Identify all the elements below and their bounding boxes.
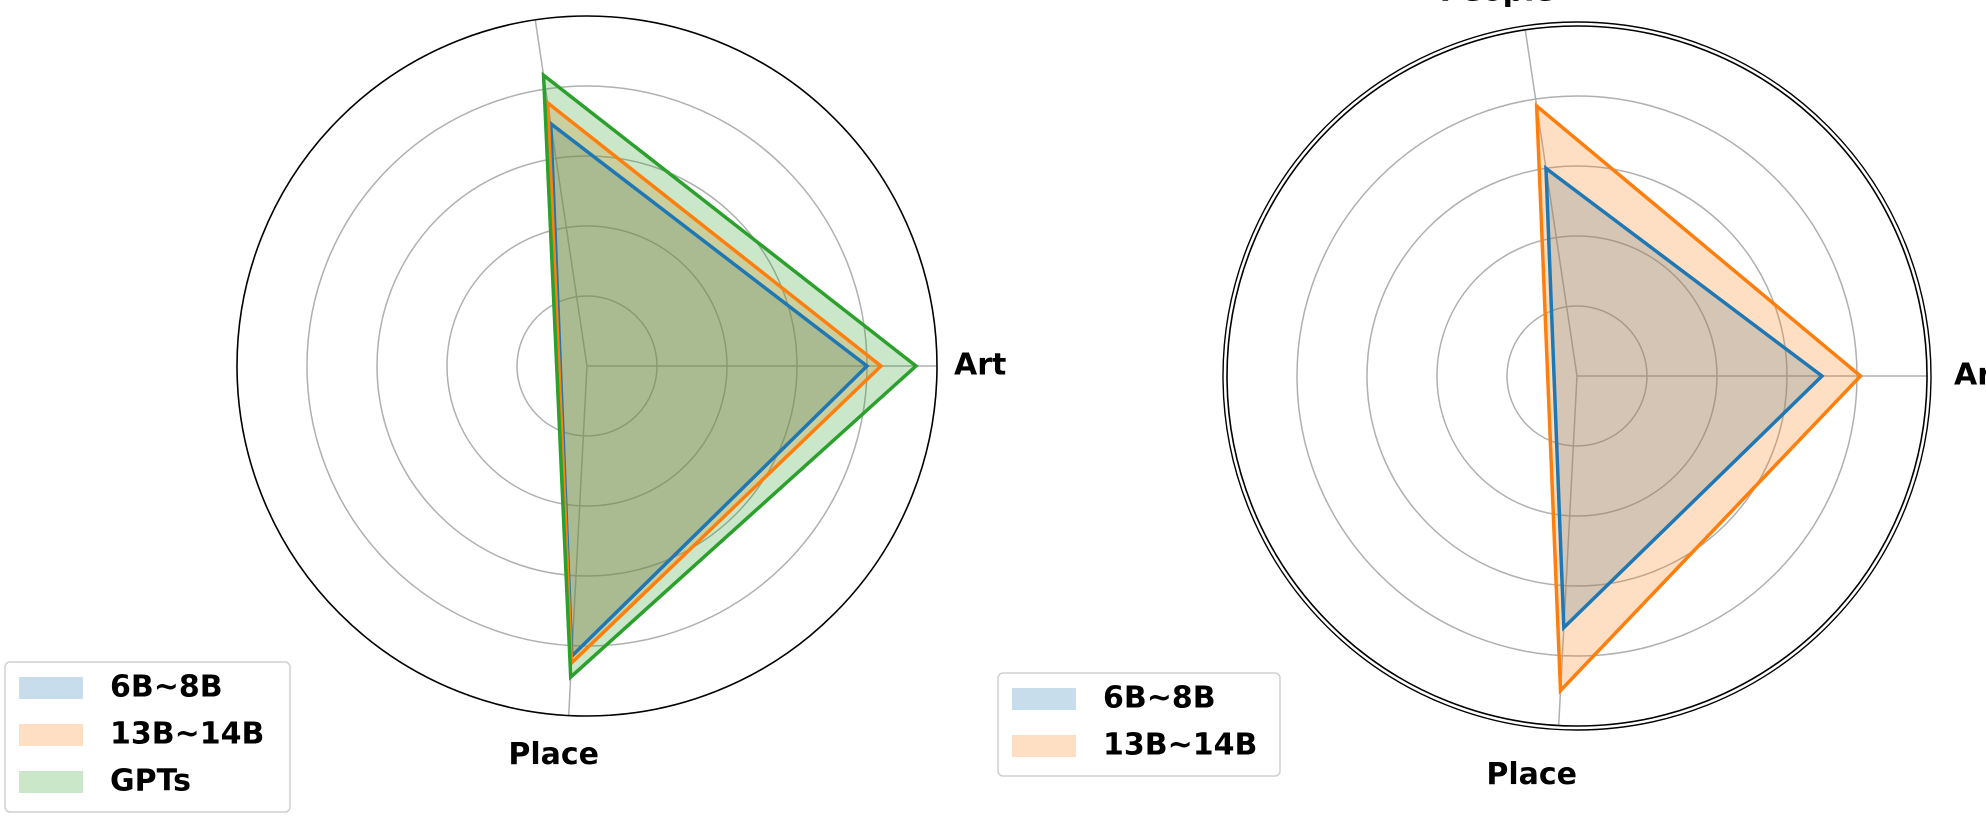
spoke-people (1524, 29, 1578, 377)
axis-label-place: Place (1486, 757, 1577, 792)
series-fill-6B~8B (1545, 168, 1822, 628)
outer-frame (236, 15, 938, 717)
legend-swatch-6B~8B (1012, 688, 1076, 710)
radar-chart-right: Art People Place 6B~8B 13B~14B (997, 0, 1986, 792)
axis-label-art: Art (954, 348, 1006, 383)
axis-label-people: People (1440, 0, 1555, 8)
legend-label-13B~14B: 13B~14B (110, 717, 264, 752)
legend-swatch-GPTs (19, 771, 83, 793)
legend-label-6B~8B: 6B~8B (1103, 681, 1216, 716)
legend-swatch-13B~14B (19, 724, 83, 746)
axis-label-art: Art (1954, 358, 1986, 393)
legend-label-GPTs: GPTs (110, 764, 191, 799)
series-fill-13B~14B (1536, 105, 1861, 691)
series-fill-13B~14B (547, 102, 881, 664)
series-fill-GPTs (543, 75, 916, 678)
legend-box (4, 661, 291, 813)
series-outline-13B~14B (545, 99, 884, 668)
legend-swatch-13B~14B (1012, 735, 1076, 757)
outer-frame (1226, 25, 1928, 727)
legend-label-6B~8B: 6B~8B (110, 670, 223, 705)
axis-label-place: Place (508, 737, 599, 772)
series-fill-6B~8B (550, 123, 867, 657)
outer-frame-secondary (1222, 21, 1932, 731)
legend-label-13B~14B: 13B~14B (1103, 728, 1257, 763)
spoke-place (1557, 375, 1578, 726)
legend-swatch-6B~8B (19, 677, 83, 699)
series-outline-6B~8B (1544, 164, 1825, 632)
legend-box (997, 672, 1281, 777)
series-outline-GPTs (541, 71, 919, 681)
series-outline-13B~14B (1534, 102, 1864, 695)
